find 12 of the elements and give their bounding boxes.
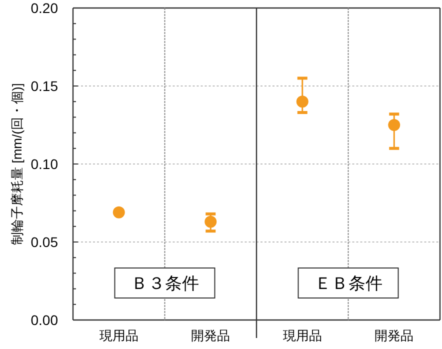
y-tick-label: 0.10 — [30, 156, 58, 172]
x-tick-label: 現用品 — [282, 328, 322, 343]
y-tick-label: 0.15 — [30, 78, 58, 94]
y-axis-title: 制輪子摩耗量 [mm/(回・個)] — [10, 83, 25, 245]
y-tick-label: 0.20 — [30, 0, 58, 16]
x-tick-label: 開発品 — [191, 328, 230, 343]
x-tick-label: 開発品 — [374, 328, 414, 343]
annotation: ＥＢ条件 — [314, 274, 382, 293]
y-tick-label: 0.00 — [30, 312, 58, 328]
y-tick-label: 0.05 — [30, 234, 58, 250]
x-tick-label: 現用品 — [99, 328, 138, 343]
annotation: Ｂ３条件 — [130, 274, 199, 293]
